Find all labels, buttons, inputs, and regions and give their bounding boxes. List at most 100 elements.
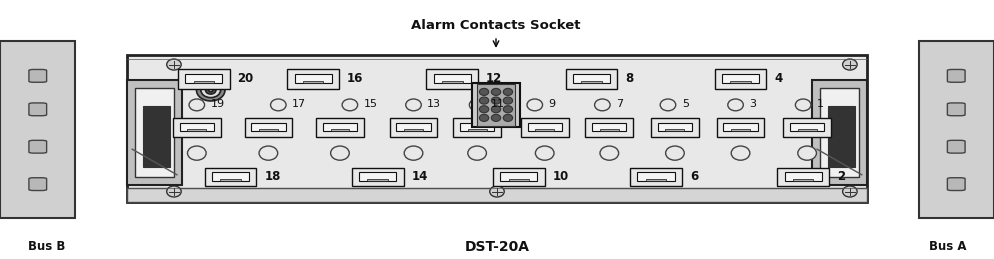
Bar bbox=[599, 129, 619, 131]
FancyBboxPatch shape bbox=[29, 140, 47, 153]
Bar bbox=[251, 123, 285, 131]
Bar bbox=[143, 106, 170, 167]
Bar bbox=[404, 129, 423, 131]
Bar bbox=[783, 118, 831, 137]
Bar bbox=[426, 69, 478, 89]
Ellipse shape bbox=[491, 114, 501, 121]
FancyBboxPatch shape bbox=[947, 140, 965, 153]
Text: 4: 4 bbox=[774, 72, 782, 85]
Text: 8: 8 bbox=[625, 72, 633, 85]
Bar bbox=[793, 179, 813, 181]
Ellipse shape bbox=[660, 99, 676, 111]
Bar bbox=[637, 172, 675, 181]
Bar bbox=[433, 74, 471, 83]
Bar bbox=[258, 129, 278, 131]
Text: 14: 14 bbox=[412, 170, 427, 183]
Bar bbox=[316, 118, 364, 137]
Bar bbox=[453, 118, 501, 137]
Bar bbox=[500, 172, 538, 181]
Bar bbox=[790, 123, 824, 131]
Text: 19: 19 bbox=[211, 99, 225, 109]
FancyBboxPatch shape bbox=[29, 103, 47, 116]
Bar bbox=[352, 168, 404, 186]
Ellipse shape bbox=[468, 146, 486, 160]
Bar bbox=[467, 129, 487, 131]
Ellipse shape bbox=[594, 99, 610, 111]
Bar bbox=[173, 118, 221, 137]
Bar bbox=[221, 179, 241, 181]
Ellipse shape bbox=[795, 99, 811, 111]
Bar bbox=[784, 172, 822, 181]
Bar bbox=[390, 118, 437, 137]
Bar bbox=[178, 69, 230, 89]
Bar bbox=[658, 123, 692, 131]
Text: 10: 10 bbox=[553, 170, 569, 183]
Ellipse shape bbox=[843, 59, 857, 70]
Bar bbox=[715, 69, 766, 89]
Ellipse shape bbox=[798, 146, 816, 160]
Bar bbox=[521, 118, 569, 137]
Ellipse shape bbox=[732, 146, 749, 160]
Ellipse shape bbox=[843, 186, 857, 197]
Ellipse shape bbox=[728, 99, 744, 111]
Ellipse shape bbox=[503, 88, 513, 96]
Bar bbox=[460, 123, 494, 131]
Text: Alarm Contacts Socket: Alarm Contacts Socket bbox=[412, 19, 580, 32]
Text: 2: 2 bbox=[837, 170, 845, 183]
Ellipse shape bbox=[167, 59, 181, 70]
Bar bbox=[135, 88, 174, 177]
Text: 16: 16 bbox=[347, 72, 363, 85]
Bar bbox=[528, 123, 562, 131]
Text: 13: 13 bbox=[427, 99, 441, 109]
Bar bbox=[294, 74, 332, 83]
Bar bbox=[127, 55, 867, 202]
Bar bbox=[573, 74, 610, 83]
Ellipse shape bbox=[479, 88, 489, 96]
FancyBboxPatch shape bbox=[947, 69, 965, 82]
Text: 7: 7 bbox=[616, 99, 623, 109]
Bar bbox=[185, 74, 223, 83]
Bar bbox=[194, 81, 214, 83]
Bar bbox=[397, 123, 430, 131]
Bar bbox=[592, 123, 626, 131]
Bar bbox=[0, 41, 75, 218]
Text: 3: 3 bbox=[749, 99, 756, 109]
Text: DST-20A: DST-20A bbox=[464, 240, 530, 254]
Ellipse shape bbox=[167, 186, 181, 197]
Bar bbox=[187, 129, 207, 131]
Ellipse shape bbox=[189, 99, 205, 111]
Bar bbox=[630, 168, 682, 186]
Text: 9: 9 bbox=[549, 99, 556, 109]
Bar bbox=[509, 179, 529, 181]
Bar bbox=[585, 118, 633, 137]
Ellipse shape bbox=[342, 99, 358, 111]
FancyBboxPatch shape bbox=[947, 178, 965, 191]
Bar bbox=[442, 81, 462, 83]
Bar bbox=[127, 188, 867, 202]
Bar bbox=[493, 168, 545, 186]
Ellipse shape bbox=[206, 86, 216, 94]
Ellipse shape bbox=[209, 89, 213, 92]
Bar bbox=[359, 172, 397, 181]
Ellipse shape bbox=[479, 97, 489, 104]
Bar bbox=[820, 88, 859, 177]
Ellipse shape bbox=[270, 99, 286, 111]
Ellipse shape bbox=[331, 146, 349, 160]
Bar bbox=[665, 129, 685, 131]
Ellipse shape bbox=[188, 146, 206, 160]
Ellipse shape bbox=[491, 106, 501, 113]
Ellipse shape bbox=[405, 146, 422, 160]
Bar bbox=[797, 129, 817, 131]
Ellipse shape bbox=[503, 97, 513, 104]
Bar bbox=[828, 106, 855, 167]
Ellipse shape bbox=[201, 83, 221, 98]
Bar bbox=[368, 179, 388, 181]
Ellipse shape bbox=[491, 97, 501, 104]
Ellipse shape bbox=[197, 79, 225, 101]
Ellipse shape bbox=[479, 106, 489, 113]
FancyBboxPatch shape bbox=[29, 178, 47, 191]
Bar bbox=[535, 129, 555, 131]
Bar bbox=[245, 118, 292, 137]
Bar bbox=[812, 80, 867, 185]
Ellipse shape bbox=[469, 99, 485, 111]
